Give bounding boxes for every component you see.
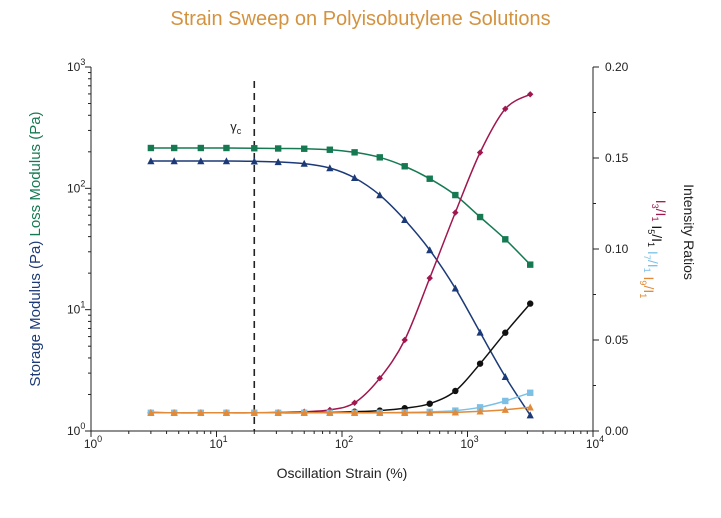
i3-i1-line bbox=[150, 93, 531, 414]
i3-i1-point bbox=[376, 375, 383, 382]
i5-i1-point bbox=[476, 360, 484, 367]
loss-modulus-point bbox=[223, 144, 230, 152]
i9-i1-point bbox=[501, 405, 509, 413]
loss-modulus-point bbox=[476, 213, 484, 221]
loss-modulus-point bbox=[274, 145, 282, 152]
labels-layer: 100 101 102 103 104 100 101 102 103 0.00 0.05 0.10 0… bbox=[27, 57, 697, 481]
loss-modulus-label: Loss Modulus (Pa) bbox=[27, 111, 44, 236]
loss-modulus-point bbox=[147, 144, 155, 152]
loss-modulus-point bbox=[401, 163, 408, 170]
loss-modulus-point bbox=[251, 145, 258, 152]
storage-modulus-line bbox=[150, 160, 531, 416]
i5-i1-point bbox=[452, 387, 459, 395]
left-tick-label: 102 bbox=[67, 178, 85, 195]
storage-modulus-label: Storage Modulus (Pa) bbox=[27, 236, 44, 386]
right-tick-label: 0.15 bbox=[605, 151, 629, 165]
loss-modulus-point bbox=[527, 261, 534, 268]
left-tick-label: 101 bbox=[67, 300, 85, 317]
i9-i1-line bbox=[150, 406, 531, 414]
i9-i1-point bbox=[222, 409, 231, 416]
i9-i1-point bbox=[526, 403, 534, 411]
ratio-legend: I3/I1 I5/I1 I7/I1 I9/I1 bbox=[638, 200, 669, 298]
left-axis-label: Storage Modulus (Pa) Loss Modulus (Pa) bbox=[27, 111, 44, 386]
loss-modulus-point bbox=[376, 154, 383, 161]
i7-i1-point bbox=[476, 404, 484, 411]
right-tick-label: 0.05 bbox=[605, 333, 629, 347]
i5-i1-point bbox=[426, 400, 433, 407]
storage-modulus-point bbox=[426, 246, 434, 254]
loss-modulus-point bbox=[301, 145, 308, 152]
storage-modulus-point bbox=[476, 328, 484, 336]
loss-modulus-point bbox=[502, 236, 509, 243]
storage-modulus-point bbox=[326, 164, 334, 172]
loss-modulus-point bbox=[426, 175, 433, 182]
loss-modulus-line bbox=[150, 147, 531, 266]
storage-modulus-point bbox=[350, 174, 359, 182]
i9-i1-point bbox=[350, 409, 359, 416]
i9-i1-point bbox=[147, 409, 155, 416]
i9-i1-point bbox=[326, 409, 334, 416]
i9-i1-point bbox=[197, 409, 205, 416]
i9-i1-point bbox=[376, 409, 384, 416]
chart-title: Strain Sweep on Polyisobutylene Solution… bbox=[170, 8, 551, 30]
storage-modulus-point bbox=[222, 157, 231, 165]
i9-i1-point bbox=[300, 409, 308, 416]
i9-i1-point bbox=[250, 409, 258, 416]
right-tick-label: 0.20 bbox=[605, 60, 629, 74]
i9-i1-point bbox=[451, 408, 459, 416]
critical-strain-label: γc bbox=[230, 119, 242, 136]
left-tick-label: 103 bbox=[67, 57, 85, 74]
storage-modulus-point bbox=[451, 284, 459, 292]
series-layer bbox=[147, 91, 534, 419]
i9-i1-point bbox=[401, 409, 409, 416]
i3-i1-point bbox=[426, 274, 433, 282]
x-tick-label: 100 bbox=[84, 434, 102, 451]
i3-i1-point bbox=[351, 399, 358, 406]
right-axis-label: Intensity Ratios bbox=[681, 184, 697, 280]
storage-modulus-point bbox=[147, 157, 155, 165]
loss-modulus-point bbox=[326, 146, 334, 153]
loss-modulus-point bbox=[351, 149, 358, 156]
i5-i1-point bbox=[527, 300, 534, 307]
loss-modulus-point bbox=[170, 144, 178, 152]
i7-i1-point bbox=[527, 389, 534, 396]
right-tick-label: 0.00 bbox=[605, 424, 629, 438]
i9-i1-point bbox=[274, 409, 282, 416]
left-tick-label: 100 bbox=[67, 421, 85, 438]
storage-modulus-point bbox=[501, 372, 509, 380]
storage-modulus-point bbox=[376, 191, 384, 199]
storage-modulus-point bbox=[250, 157, 258, 165]
i3-i1-point bbox=[452, 209, 459, 216]
i9-i1-point bbox=[170, 409, 178, 416]
i3-i1-point bbox=[476, 149, 484, 156]
i9-i1-point bbox=[426, 408, 434, 416]
x-tick-label: 101 bbox=[209, 434, 227, 451]
right-tick-label: 0.10 bbox=[605, 242, 629, 256]
x-axis-label: Oscillation Strain (%) bbox=[277, 465, 408, 481]
x-tick-label: 102 bbox=[335, 434, 353, 451]
x-tick-label: 104 bbox=[586, 434, 604, 451]
axes bbox=[85, 66, 599, 437]
i5-i1-point bbox=[502, 329, 509, 336]
storage-modulus-point bbox=[197, 157, 205, 165]
x-tick-label: 103 bbox=[460, 434, 478, 451]
i3-i1-point bbox=[502, 105, 509, 113]
storage-modulus-point bbox=[300, 159, 308, 167]
loss-modulus-point bbox=[452, 191, 459, 199]
i3-i1-point bbox=[401, 336, 408, 344]
i3-i1-point bbox=[527, 91, 534, 98]
loss-modulus-point bbox=[197, 144, 205, 152]
storage-modulus-point bbox=[170, 157, 178, 165]
storage-modulus-point bbox=[274, 158, 282, 166]
storage-modulus-point bbox=[401, 216, 409, 224]
i7-i1-point bbox=[502, 397, 509, 405]
i9-i1-point bbox=[476, 407, 484, 415]
i7-i1-line bbox=[150, 392, 531, 414]
storage-modulus-point bbox=[526, 411, 534, 419]
